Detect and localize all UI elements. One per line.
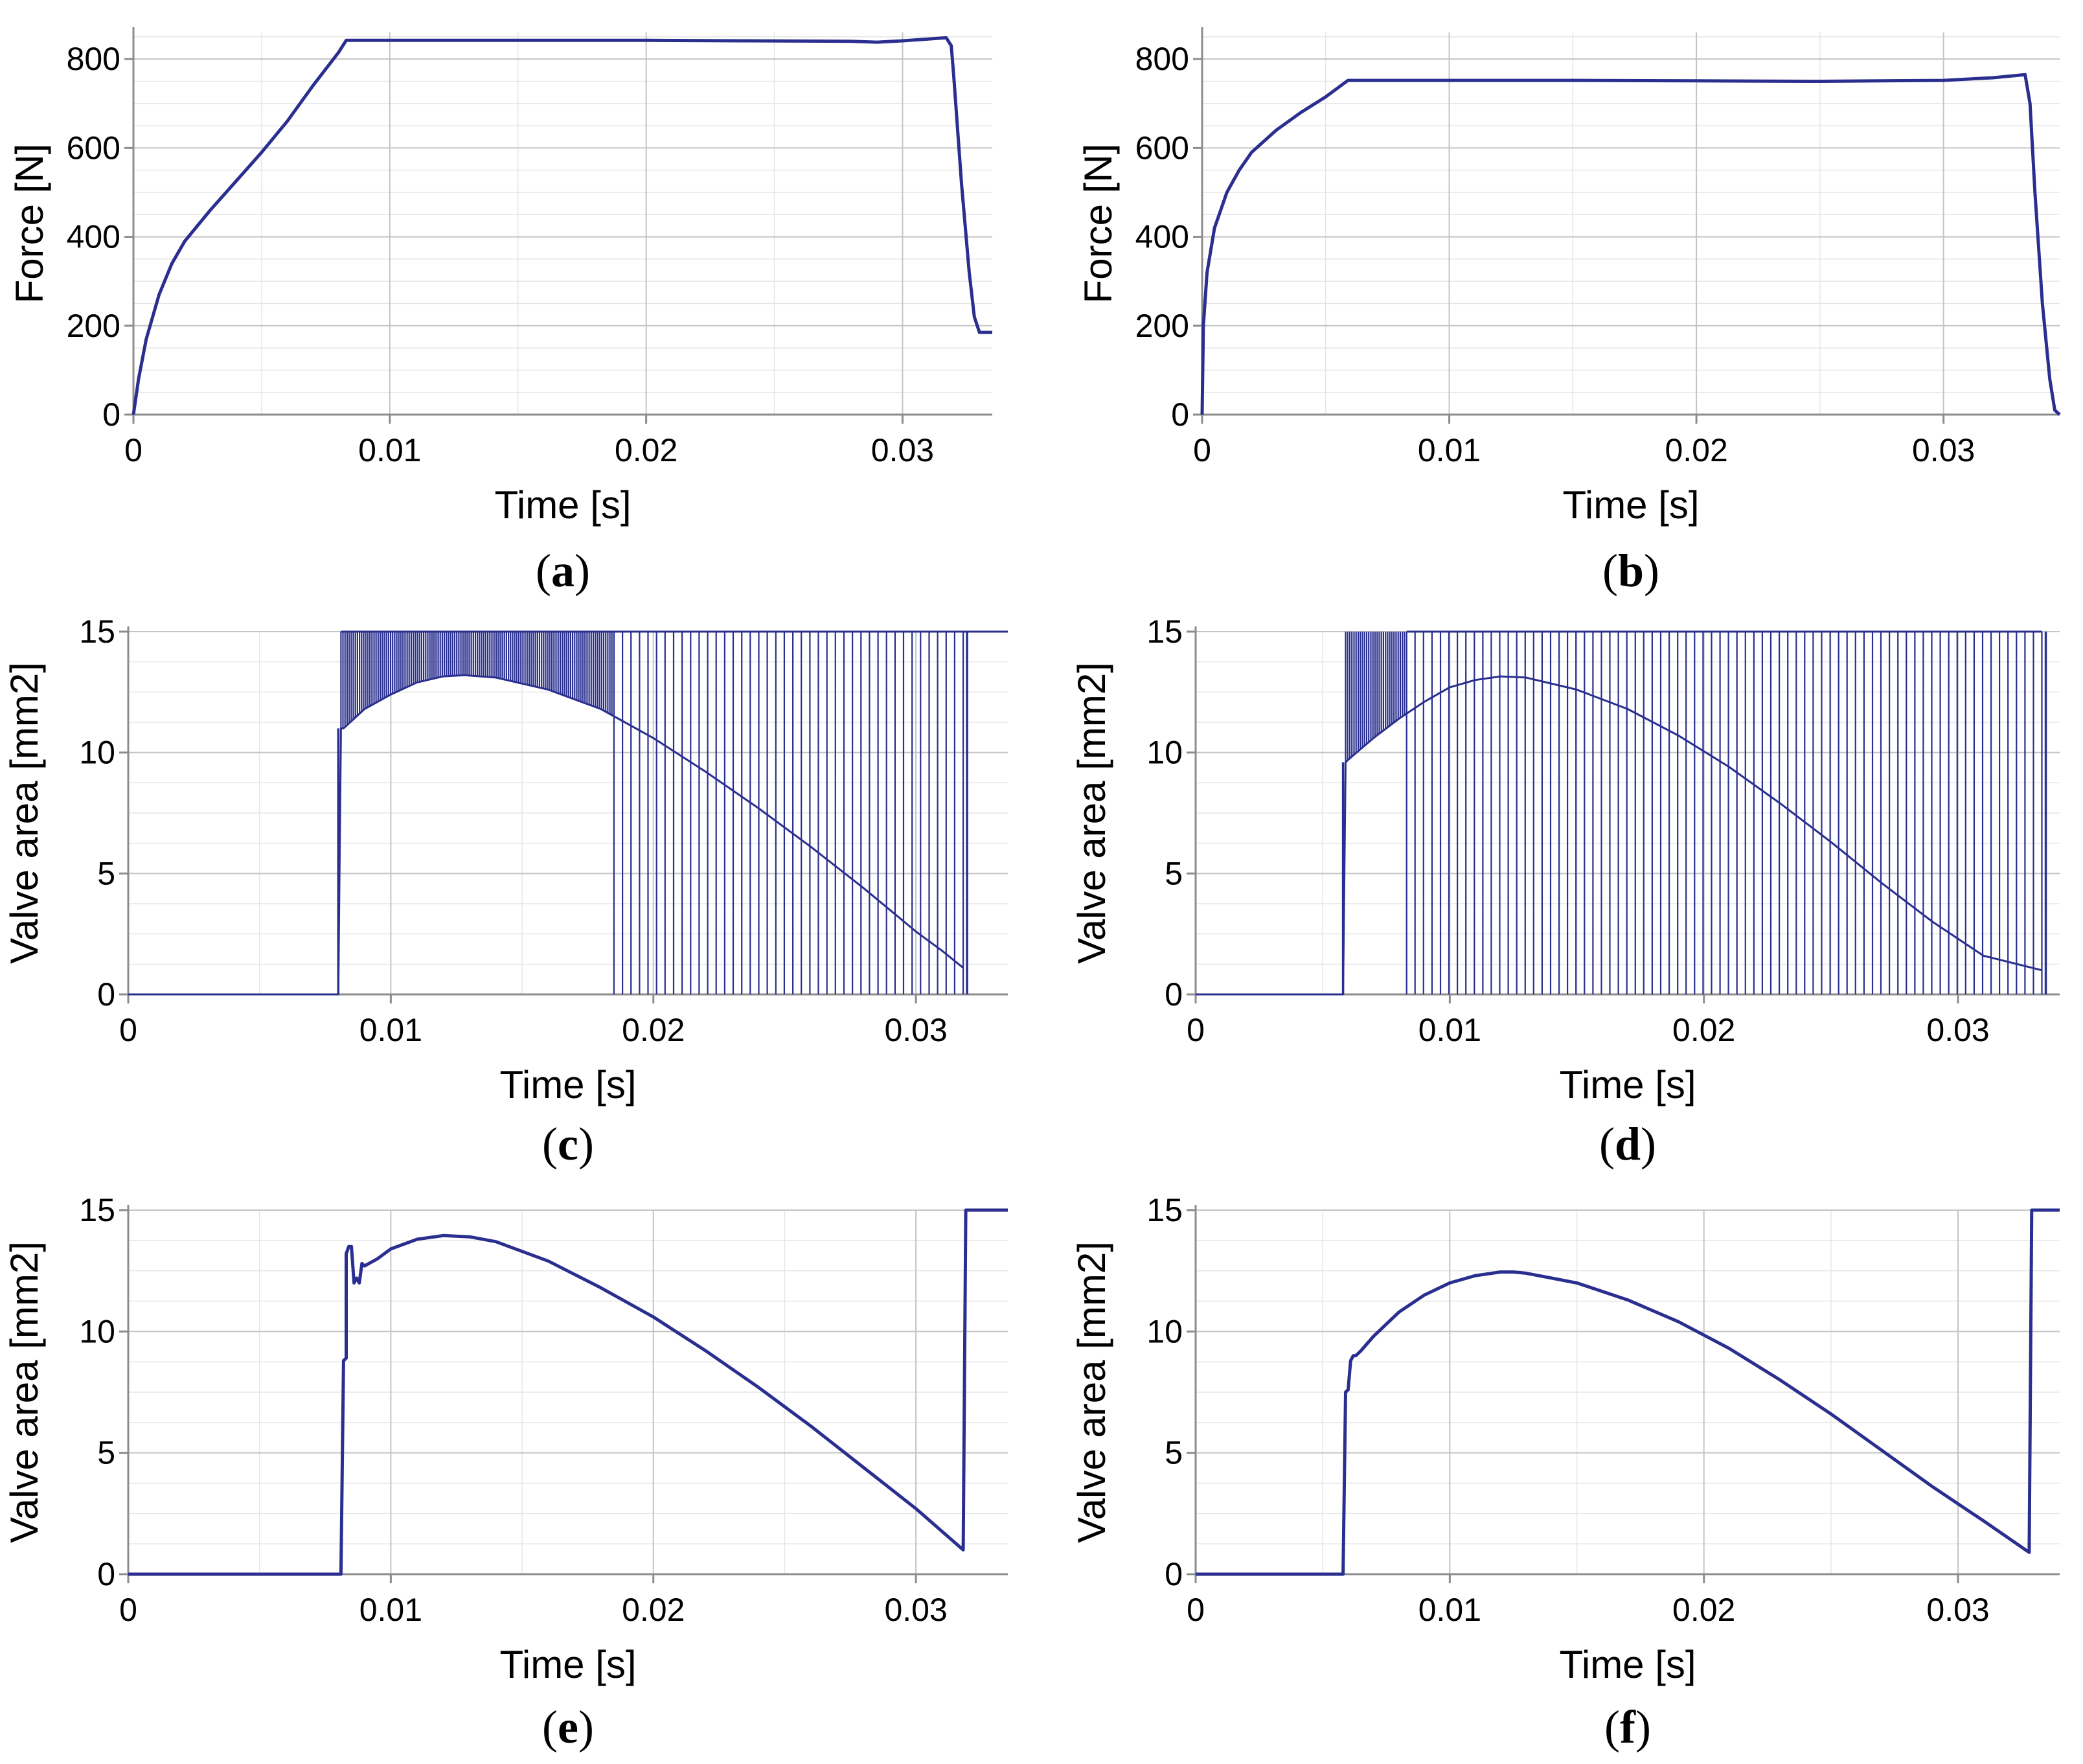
y-tick-label: 200 — [1135, 308, 1189, 344]
y-tick-label: 5 — [97, 1435, 115, 1471]
x-tick-label: 0 — [1187, 1012, 1205, 1048]
series-line-1 — [1200, 73, 2061, 416]
y-tick-label: 0 — [97, 1556, 115, 1592]
x-tick-label: 0.02 — [615, 432, 677, 468]
panel-label: (e) — [542, 1701, 594, 1753]
x-tick-label: 0.01 — [358, 432, 421, 468]
x-tick-label: 0.01 — [359, 1012, 422, 1048]
chart-panel-d: 0 0.01 0.02 0.03 0 5 10 15 Time [s] Valve area [m… — [1070, 613, 2060, 1170]
x-tick-label: 0.03 — [1926, 1592, 1989, 1628]
chart-panel-e: 0 0.01 0.02 0.03 0 5 10 15 Time [s] Valve area [m… — [3, 1192, 1008, 1753]
chart-panel-a: 0 0.01 0.02 0.03 0 200 400 600 800 Time [s] Force … — [8, 27, 992, 597]
chart-panel-f: 0 0.01 0.02 0.03 0 5 10 15 Time [s] Valve area [m… — [1070, 1192, 2060, 1753]
x-tick-label: 0.03 — [884, 1592, 947, 1628]
x-tick-label: 0.02 — [622, 1592, 685, 1628]
x-axis-title: Time [s] — [494, 483, 631, 527]
y-axis-title: Valve area [mm2] — [1070, 662, 1113, 964]
valve-oscillation-band — [340, 632, 964, 994]
x-tick-label: 0.02 — [1665, 432, 1727, 468]
y-tick-label: 400 — [1135, 219, 1189, 255]
series-line-1 — [128, 1208, 1008, 1576]
y-tick-label: 800 — [1135, 41, 1189, 77]
x-tick-label: 0.03 — [1912, 432, 1975, 468]
panel-label: (f) — [1604, 1701, 1651, 1753]
y-tick-label: 0 — [97, 976, 115, 1013]
x-axis-title: Time [s] — [499, 1643, 636, 1686]
y-tick-label: 0 — [1171, 396, 1189, 433]
y-tick-label: 400 — [67, 219, 120, 255]
panel-label: (a) — [536, 545, 590, 597]
y-tick-label: 800 — [67, 41, 120, 77]
panel-label: (c) — [542, 1118, 594, 1170]
y-tick-label: 0 — [102, 396, 120, 433]
y-tick-label: 10 — [1146, 735, 1183, 771]
x-tick-label: 0.02 — [1672, 1592, 1735, 1628]
y-tick-label: 0 — [1165, 976, 1183, 1013]
chart-panel-c: 0 0.01 0.02 0.03 0 5 10 15 Time [s] Valve area [m… — [3, 613, 1008, 1170]
series-line-1 — [1196, 1208, 2060, 1576]
y-axis-title: Valve area [mm2] — [3, 662, 46, 964]
y-tick-label: 15 — [79, 613, 115, 650]
y-tick-label: 600 — [67, 130, 120, 166]
y-tick-label: 15 — [1146, 1192, 1183, 1228]
x-tick-label: 0.01 — [1418, 1592, 1481, 1628]
y-tick-label: 5 — [1165, 1435, 1183, 1471]
y-axis-title: Valve area [mm2] — [3, 1241, 46, 1543]
y-tick-label: 10 — [79, 1313, 115, 1349]
valve-oscillation-band — [1345, 632, 2043, 994]
x-axis-title: Time [s] — [1559, 1063, 1696, 1106]
x-axis-title: Time [s] — [1562, 483, 1699, 527]
x-tick-label: 0.03 — [871, 432, 934, 468]
series-line-1 — [131, 36, 992, 415]
y-tick-label: 10 — [1146, 1313, 1183, 1349]
x-tick-label: 0 — [1193, 432, 1211, 468]
x-tick-label: 0.03 — [884, 1012, 947, 1048]
x-tick-label: 0.01 — [359, 1592, 422, 1628]
x-tick-label: 0 — [119, 1592, 137, 1628]
series-line-1 — [128, 674, 964, 996]
y-tick-label: 10 — [79, 735, 115, 771]
x-tick-label: 0.02 — [1672, 1012, 1735, 1048]
panel-label: (b) — [1602, 545, 1659, 597]
y-tick-label: 5 — [97, 855, 115, 891]
x-tick-label: 0.01 — [1418, 1012, 1481, 1048]
x-tick-label: 0.02 — [622, 1012, 685, 1048]
x-tick-label: 0 — [1187, 1592, 1205, 1628]
x-tick-label: 0 — [124, 432, 142, 468]
chart-panel-b: 0 0.01 0.02 0.03 0 200 400 600 800 Time [s] Force … — [1076, 27, 2061, 597]
y-axis-title: Valve area [mm2] — [1070, 1241, 1113, 1543]
y-tick-label: 600 — [1135, 130, 1189, 166]
y-axis-title: Force [N] — [8, 144, 51, 304]
y-axis-title: Force [N] — [1076, 144, 1120, 304]
x-axis-title: Time [s] — [1559, 1643, 1696, 1686]
y-tick-label: 5 — [1165, 855, 1183, 891]
y-tick-label: 15 — [79, 1192, 115, 1228]
x-tick-label: 0.03 — [1926, 1012, 1989, 1048]
x-tick-label: 0 — [119, 1012, 137, 1048]
x-axis-title: Time [s] — [499, 1063, 636, 1106]
series-line-1 — [1196, 675, 2042, 996]
y-tick-label: 15 — [1146, 613, 1183, 650]
panel-label: (d) — [1599, 1118, 1656, 1170]
y-tick-label: 0 — [1165, 1556, 1183, 1592]
y-tick-label: 200 — [67, 308, 120, 344]
x-tick-label: 0.01 — [1418, 432, 1481, 468]
